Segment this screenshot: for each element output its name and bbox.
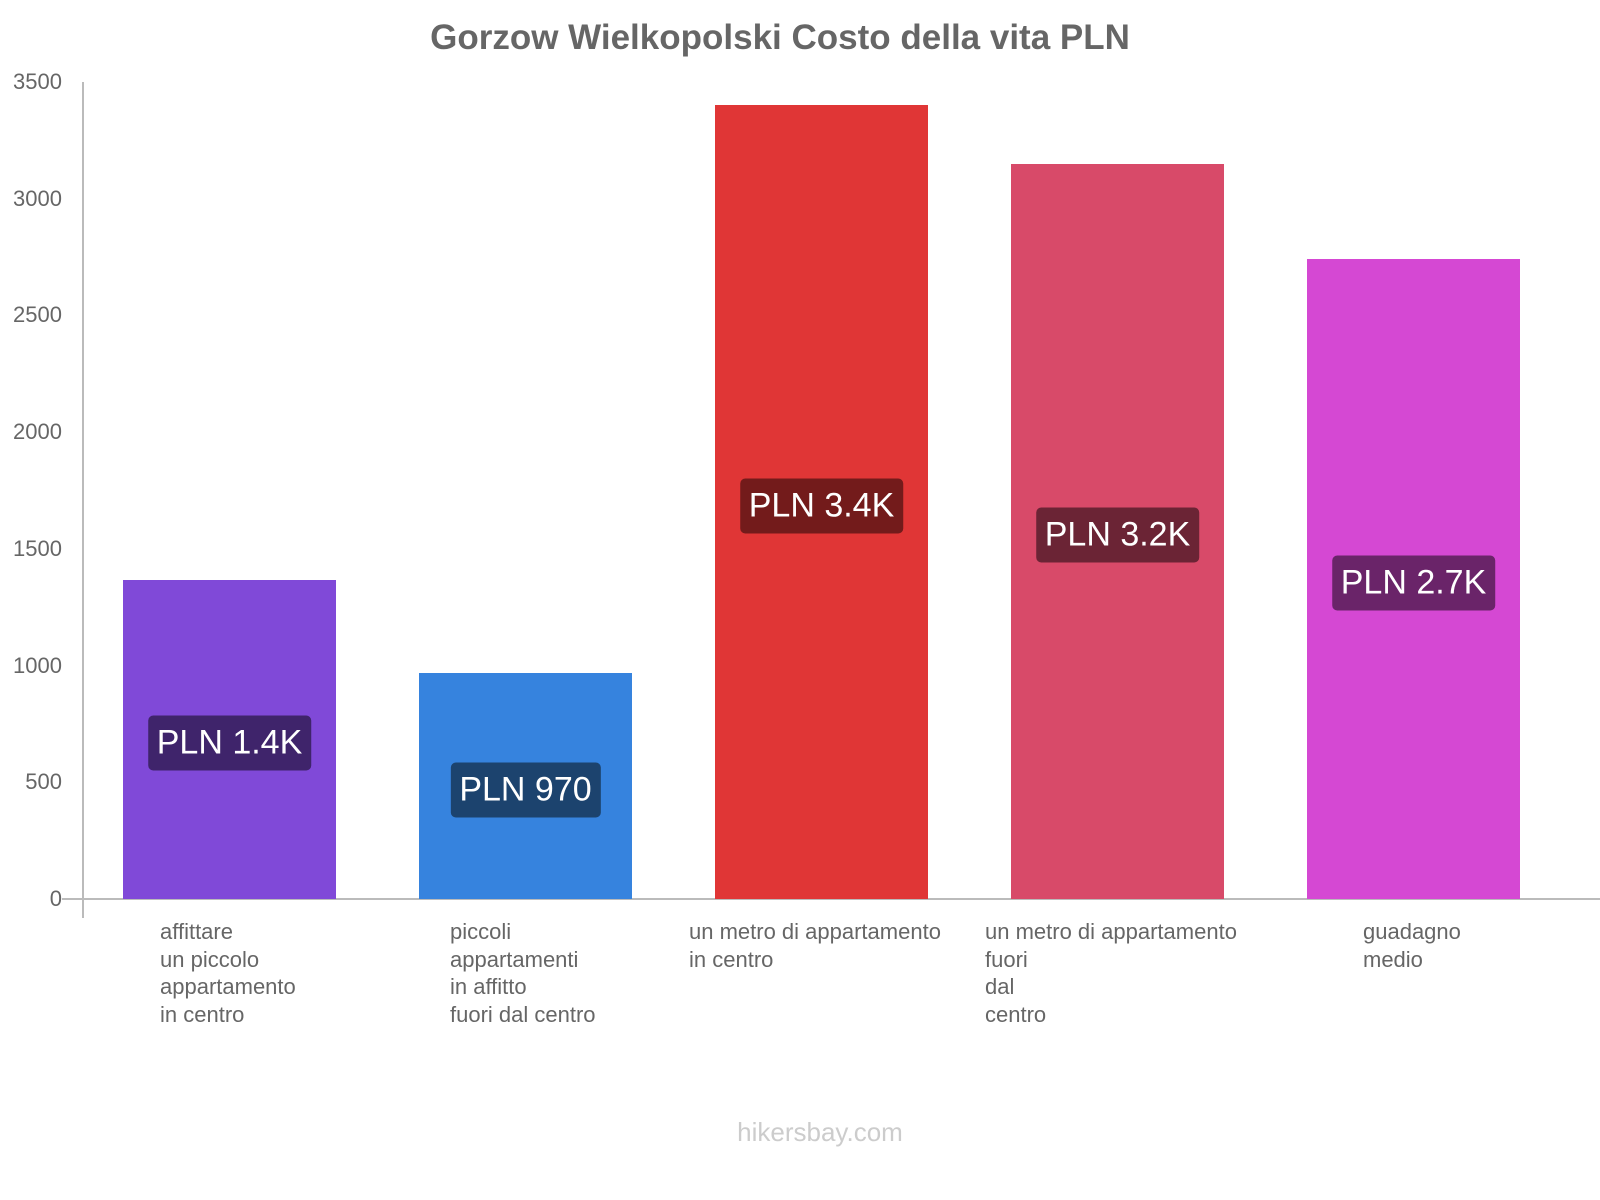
y-tick-label: 2500 [13, 302, 62, 328]
y-tick-label: 1500 [13, 535, 62, 561]
y-tick-label: 500 [25, 769, 62, 795]
x-axis-line [62, 898, 1600, 900]
x-tick-label: piccoli appartamenti in affitto fuori da… [450, 919, 596, 1027]
x-tick-label: guadagno medio [1363, 919, 1461, 972]
x-tick-label: un metro di appartamento fuori dal centr… [985, 919, 1237, 1027]
x-tick-label: un metro di appartamento in centro [689, 919, 941, 972]
y-tick-label: 1000 [13, 652, 62, 678]
watermark: hikersbay.com [737, 1117, 903, 1147]
y-tick-label: 2000 [13, 419, 62, 445]
bar-value-label: PLN 2.7K [1331, 555, 1496, 611]
y-tick-label: 0 [49, 886, 62, 911]
bar-value-label: PLN 1.4K [147, 715, 312, 771]
y-tick-label: 3500 [13, 69, 62, 94]
bar-value-label: PLN 3.4K [739, 478, 904, 534]
y-axis-line [82, 82, 84, 918]
bar-value-label: PLN 970 [450, 762, 601, 818]
y-tick-label: 3000 [13, 185, 62, 211]
x-tick-label: affittare un piccolo appartamento in cen… [160, 919, 296, 1027]
bar-value-label: PLN 3.2K [1035, 507, 1200, 563]
chart-title: Gorzow Wielkopolski Costo della vita PLN [430, 18, 1130, 57]
